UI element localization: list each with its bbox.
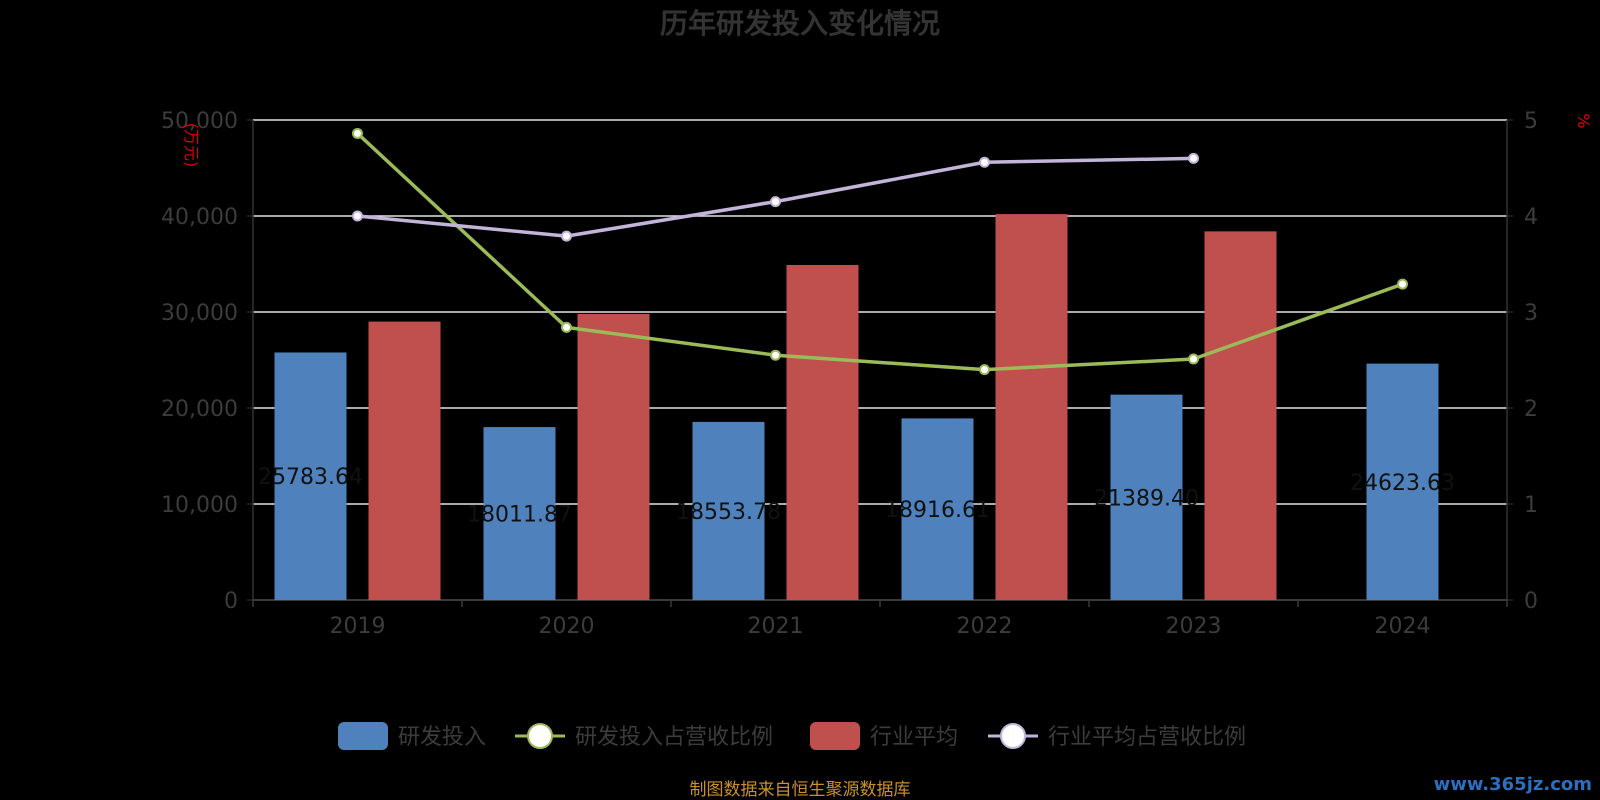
left-tick-label: 0 — [224, 589, 238, 614]
line-point — [770, 196, 781, 208]
x-tick-label: 2024 — [1375, 614, 1431, 639]
bar-industry — [995, 214, 1068, 600]
left-tick-label: 30,000 — [161, 301, 238, 326]
bar-value-label: 18916.61 — [885, 498, 990, 523]
bar-rd — [274, 352, 347, 600]
right-tick-label: 5 — [1524, 109, 1538, 134]
bar-value-label: 24623.63 — [1350, 471, 1455, 496]
x-tick-label: 2020 — [539, 614, 595, 639]
line-rd-ratio — [356, 132, 1404, 372]
right-tick-label: 4 — [1524, 205, 1538, 230]
line-point — [561, 321, 572, 333]
legend-swatch-marker — [1000, 723, 1026, 749]
legend-swatch-bar — [338, 722, 388, 750]
bar-industry — [1204, 231, 1277, 601]
legend-label: 行业平均占营收比例 — [1048, 725, 1246, 750]
line-point — [352, 210, 363, 222]
right-tick-label: 0 — [1524, 589, 1538, 614]
right-tick-label: 2 — [1524, 397, 1538, 422]
x-tick-label: 2023 — [1166, 614, 1222, 639]
bars — [274, 214, 1439, 601]
legend-label: 研发投入 — [398, 725, 486, 750]
left-tick-label: 10,000 — [161, 493, 238, 518]
legend-swatch-bar — [810, 722, 860, 750]
source-note: 制图数据来自恒生聚源数据库 — [690, 780, 911, 800]
left-tick-label: 40,000 — [161, 205, 238, 230]
line-point — [1188, 152, 1199, 164]
bar-rd — [692, 421, 765, 600]
right-axis-unit: % — [1574, 113, 1593, 128]
line-point — [1188, 353, 1199, 365]
bar-industry — [786, 264, 859, 600]
right-tick-label: 3 — [1524, 301, 1538, 326]
grid-lines — [253, 119, 1507, 505]
line-point — [561, 230, 572, 242]
right-tick-label: 1 — [1524, 493, 1538, 518]
bar-rd — [1110, 394, 1183, 600]
left-tick-label: 50,000 — [161, 109, 238, 134]
left-axis-unit: (万元) — [182, 123, 201, 168]
bar-industry — [577, 313, 650, 600]
line-point — [770, 349, 781, 361]
legend: 研发投入 研发投入占营收比例 行业平均 行业平均占营收比例 — [338, 722, 1246, 750]
left-tick-label: 20,000 — [161, 397, 238, 422]
bar-industry — [368, 321, 441, 600]
line-series — [352, 127, 1408, 376]
line-point — [352, 127, 363, 139]
line-point — [979, 364, 990, 376]
x-tick-label: 2022 — [957, 614, 1013, 639]
bar-rd — [901, 418, 974, 600]
legend-swatch-marker — [527, 723, 553, 749]
axes: 0 10,000 20,000 30,000 40,000 50,000 0 1 2 3 4 5 201… — [161, 109, 1538, 639]
x-tick-label: 2021 — [748, 614, 804, 639]
legend-label: 研发投入占营收比例 — [575, 725, 773, 750]
bar-rd — [483, 427, 556, 600]
x-tick-label: 2019 — [330, 614, 386, 639]
bar-labels: 25783.64 18011.87 18553.78 18916.61 21389.40… — [258, 465, 1455, 527]
line-point — [979, 156, 990, 168]
bar-rd — [1366, 363, 1439, 600]
bar-value-label: 18553.78 — [676, 500, 781, 525]
legend-label: 行业平均 — [870, 725, 958, 750]
watermark: www.365jz.com — [1434, 774, 1592, 795]
bar-value-label: 25783.64 — [258, 465, 363, 490]
chart-title: 历年研发投入变化情况 — [660, 7, 940, 40]
bar-value-label: 18011.87 — [467, 503, 572, 528]
bar-value-label: 21389.40 — [1094, 486, 1199, 511]
line-point — [1397, 278, 1408, 290]
